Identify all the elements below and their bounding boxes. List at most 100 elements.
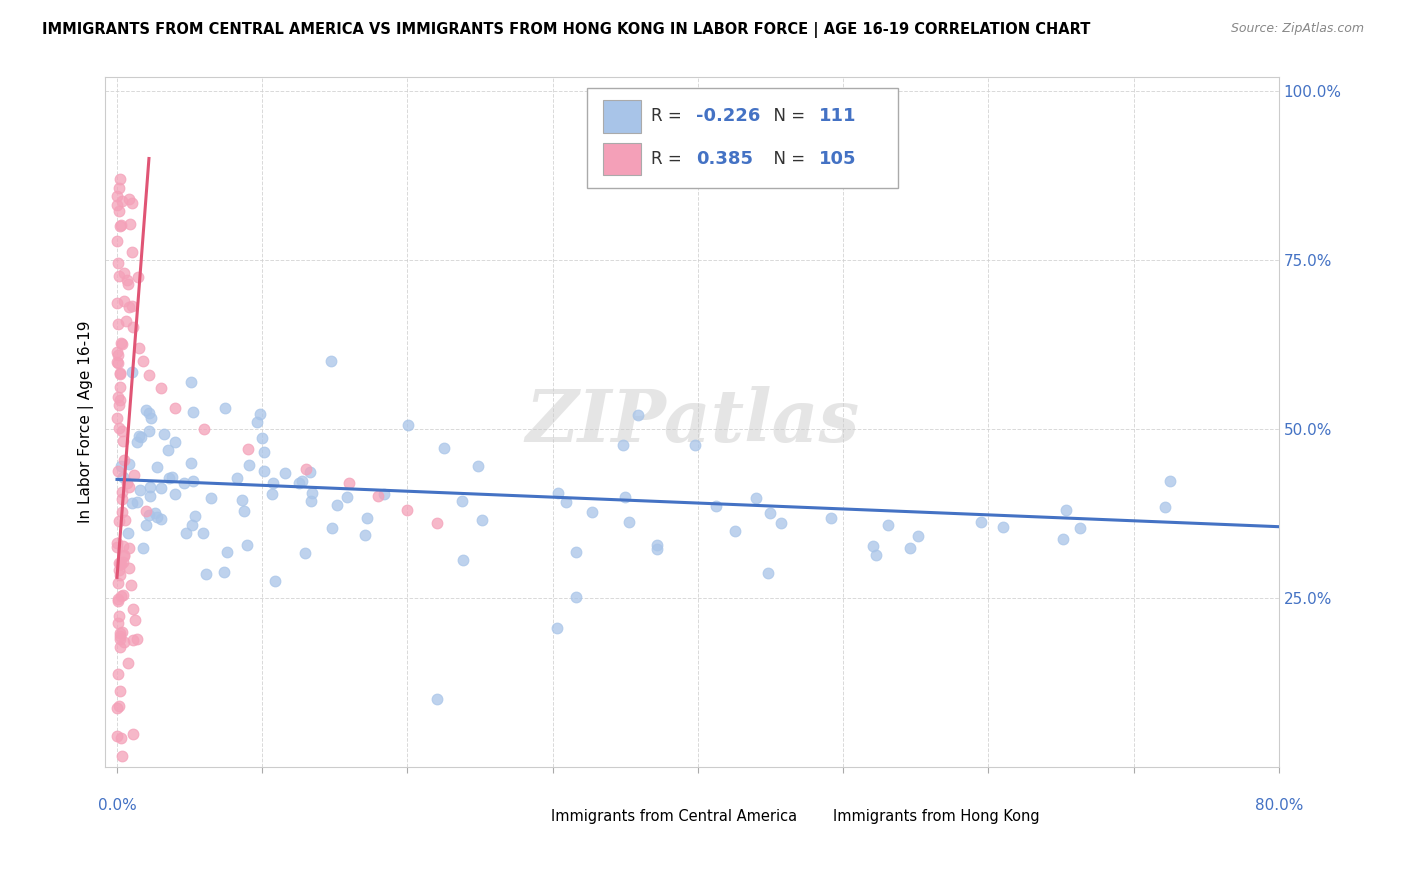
Point [128,341,150,355]
Point [180,375,202,389]
Point [108,683,131,698]
Point [1052,533,1074,547]
Point [288,476,311,491]
Point [105,536,128,550]
Point [876,517,898,532]
Point [214,401,236,416]
Point [108,556,131,570]
Point [970,515,993,529]
Point [356,511,378,525]
Point [120,578,142,592]
Point [108,632,131,646]
Point [111,470,134,484]
Point [156,443,179,458]
Point [111,624,134,639]
Point [180,518,202,533]
Point [898,541,921,555]
Point [118,457,141,471]
Point [335,491,357,505]
Point [115,273,138,287]
Point [131,430,153,444]
Text: R =: R = [651,150,688,168]
Point [581,506,603,520]
Text: Source: ZipAtlas.com: Source: ZipAtlas.com [1230,22,1364,36]
Point [117,277,139,292]
Point [107,698,129,713]
Point [471,513,494,527]
Point [111,749,134,764]
Point [105,540,128,554]
Point [150,512,173,526]
Point [117,526,139,541]
Point [138,368,160,382]
Point [138,508,160,522]
Point [110,558,132,572]
Point [135,504,157,518]
Point [122,601,145,615]
Point [152,427,174,442]
Point [820,511,842,525]
Point [105,355,128,369]
Point [565,545,588,559]
Point [107,464,129,478]
Point [138,424,160,438]
Point [121,299,143,313]
Point [107,591,129,606]
Point [107,514,129,528]
Point [145,459,167,474]
Point [108,626,131,640]
Y-axis label: In Labor Force | Age 16-19: In Labor Force | Age 16-19 [79,321,94,524]
Point [112,294,135,309]
Point [117,476,139,491]
Point [467,459,489,474]
Point [110,731,132,746]
Point [111,194,134,209]
Point [215,545,238,559]
Point [645,541,668,556]
Point [298,465,321,479]
Point [396,418,419,433]
Point [294,546,316,560]
Point [546,621,568,635]
Point [118,560,141,574]
Point [181,474,204,488]
Point [233,504,256,518]
Point [194,567,217,582]
Point [193,525,215,540]
Point [139,411,162,425]
Point [111,424,134,438]
Point [108,629,131,643]
Point [121,727,143,741]
Point [124,613,146,627]
Point [112,266,135,280]
Point [149,381,172,395]
Point [433,441,456,455]
Text: IMMIGRANTS FROM CENTRAL AMERICA VS IMMIGRANTS FROM HONG KONG IN LABOR FORCE | AG: IMMIGRANTS FROM CENTRAL AMERICA VS IMMIG… [42,22,1091,38]
Point [200,491,222,505]
Point [107,356,129,370]
Point [326,499,349,513]
Point [107,575,129,590]
Point [183,405,205,419]
Point [146,510,169,524]
Point [759,506,782,520]
FancyBboxPatch shape [801,806,832,830]
Point [111,484,134,499]
Point [451,553,474,567]
Point [132,541,155,555]
Point [745,491,768,505]
Point [112,588,135,602]
Point [1159,474,1181,488]
Text: 80.0%: 80.0% [1254,797,1303,813]
Point [214,565,236,579]
Point [353,528,375,542]
Point [110,335,132,350]
Point [263,574,285,588]
Point [425,516,447,531]
Point [554,495,576,509]
Point [173,475,195,490]
Point [907,529,929,543]
Point [295,462,318,476]
Point [107,255,129,269]
Point [253,445,276,459]
